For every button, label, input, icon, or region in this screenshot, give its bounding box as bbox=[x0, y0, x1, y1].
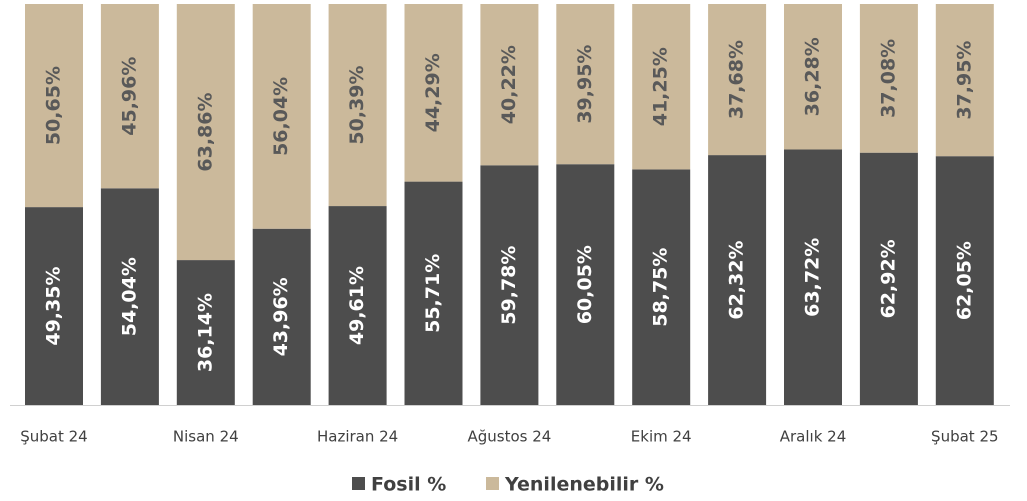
bar-segment bbox=[935, 156, 994, 405]
value-label: 40,22% bbox=[498, 45, 520, 124]
value-label: 62,32% bbox=[726, 240, 748, 319]
value-label: 59,78% bbox=[498, 246, 520, 325]
bar-segment bbox=[252, 4, 311, 229]
bar-segment bbox=[784, 4, 842, 150]
legend-swatch bbox=[352, 477, 365, 490]
value-label: 44,29% bbox=[422, 53, 444, 132]
bar-segment bbox=[859, 152, 918, 405]
bar-segment bbox=[556, 4, 615, 165]
value-label: 49,61% bbox=[346, 266, 368, 345]
value-label: 55,71% bbox=[422, 254, 444, 333]
value-label: 63,86% bbox=[194, 92, 216, 171]
value-label: 45,96% bbox=[118, 57, 140, 136]
value-label: 58,75% bbox=[650, 248, 672, 327]
bar-segment bbox=[252, 228, 311, 405]
value-label: 41,25% bbox=[650, 47, 672, 126]
value-label: 54,04% bbox=[118, 257, 140, 336]
value-label: 36,14% bbox=[194, 293, 216, 372]
value-label: 56,04% bbox=[270, 77, 292, 156]
value-label: 63,72% bbox=[802, 238, 824, 317]
bar-segment bbox=[25, 207, 83, 405]
value-label: 50,65% bbox=[43, 66, 65, 145]
value-label: 62,92% bbox=[877, 239, 899, 318]
bar-segment bbox=[176, 4, 235, 261]
bar-segment bbox=[859, 4, 918, 153]
bar-segment bbox=[328, 206, 387, 405]
bar-segment bbox=[480, 4, 539, 166]
bar-segment bbox=[632, 169, 691, 405]
legend-swatch bbox=[486, 477, 499, 490]
x-tick-label: Nisan 24 bbox=[173, 428, 239, 446]
bar-segment bbox=[25, 4, 83, 208]
bar-segment bbox=[176, 260, 235, 405]
value-label: 37,95% bbox=[953, 41, 975, 120]
bar-segment bbox=[404, 4, 463, 182]
bar-segment bbox=[100, 188, 159, 405]
x-tick-label: Aralık 24 bbox=[780, 428, 847, 446]
value-label: 60,05% bbox=[574, 245, 596, 324]
value-label: 37,68% bbox=[726, 40, 748, 119]
bar-segment bbox=[328, 4, 387, 207]
x-tick-label: Ekim 24 bbox=[631, 428, 692, 446]
value-label: 49,35% bbox=[43, 266, 65, 345]
bar-segment bbox=[708, 4, 767, 156]
bar-segment bbox=[708, 155, 767, 405]
value-label: 43,96% bbox=[270, 277, 292, 356]
x-tick-label: Şubat 25 bbox=[931, 428, 998, 446]
legend-label: Fosil % bbox=[371, 474, 446, 496]
bar-segment bbox=[784, 149, 842, 405]
value-label: 62,05% bbox=[953, 241, 975, 320]
legend-label: Yenilenebilir % bbox=[504, 474, 664, 496]
bar-segment bbox=[100, 4, 159, 189]
x-tick-label: Şubat 24 bbox=[20, 428, 87, 446]
value-label: 36,28% bbox=[802, 37, 824, 116]
bar-segment bbox=[480, 165, 539, 405]
value-label: 39,95% bbox=[574, 45, 596, 124]
value-label: 50,39% bbox=[346, 65, 368, 144]
bar-segment bbox=[556, 164, 615, 405]
x-tick-label: Ağustos 24 bbox=[467, 428, 551, 446]
x-tick-label: Haziran 24 bbox=[317, 428, 398, 446]
bar-segment bbox=[404, 181, 463, 405]
value-label: 37,08% bbox=[877, 39, 899, 118]
bar-segment bbox=[632, 4, 691, 170]
bar-segment bbox=[935, 4, 994, 157]
